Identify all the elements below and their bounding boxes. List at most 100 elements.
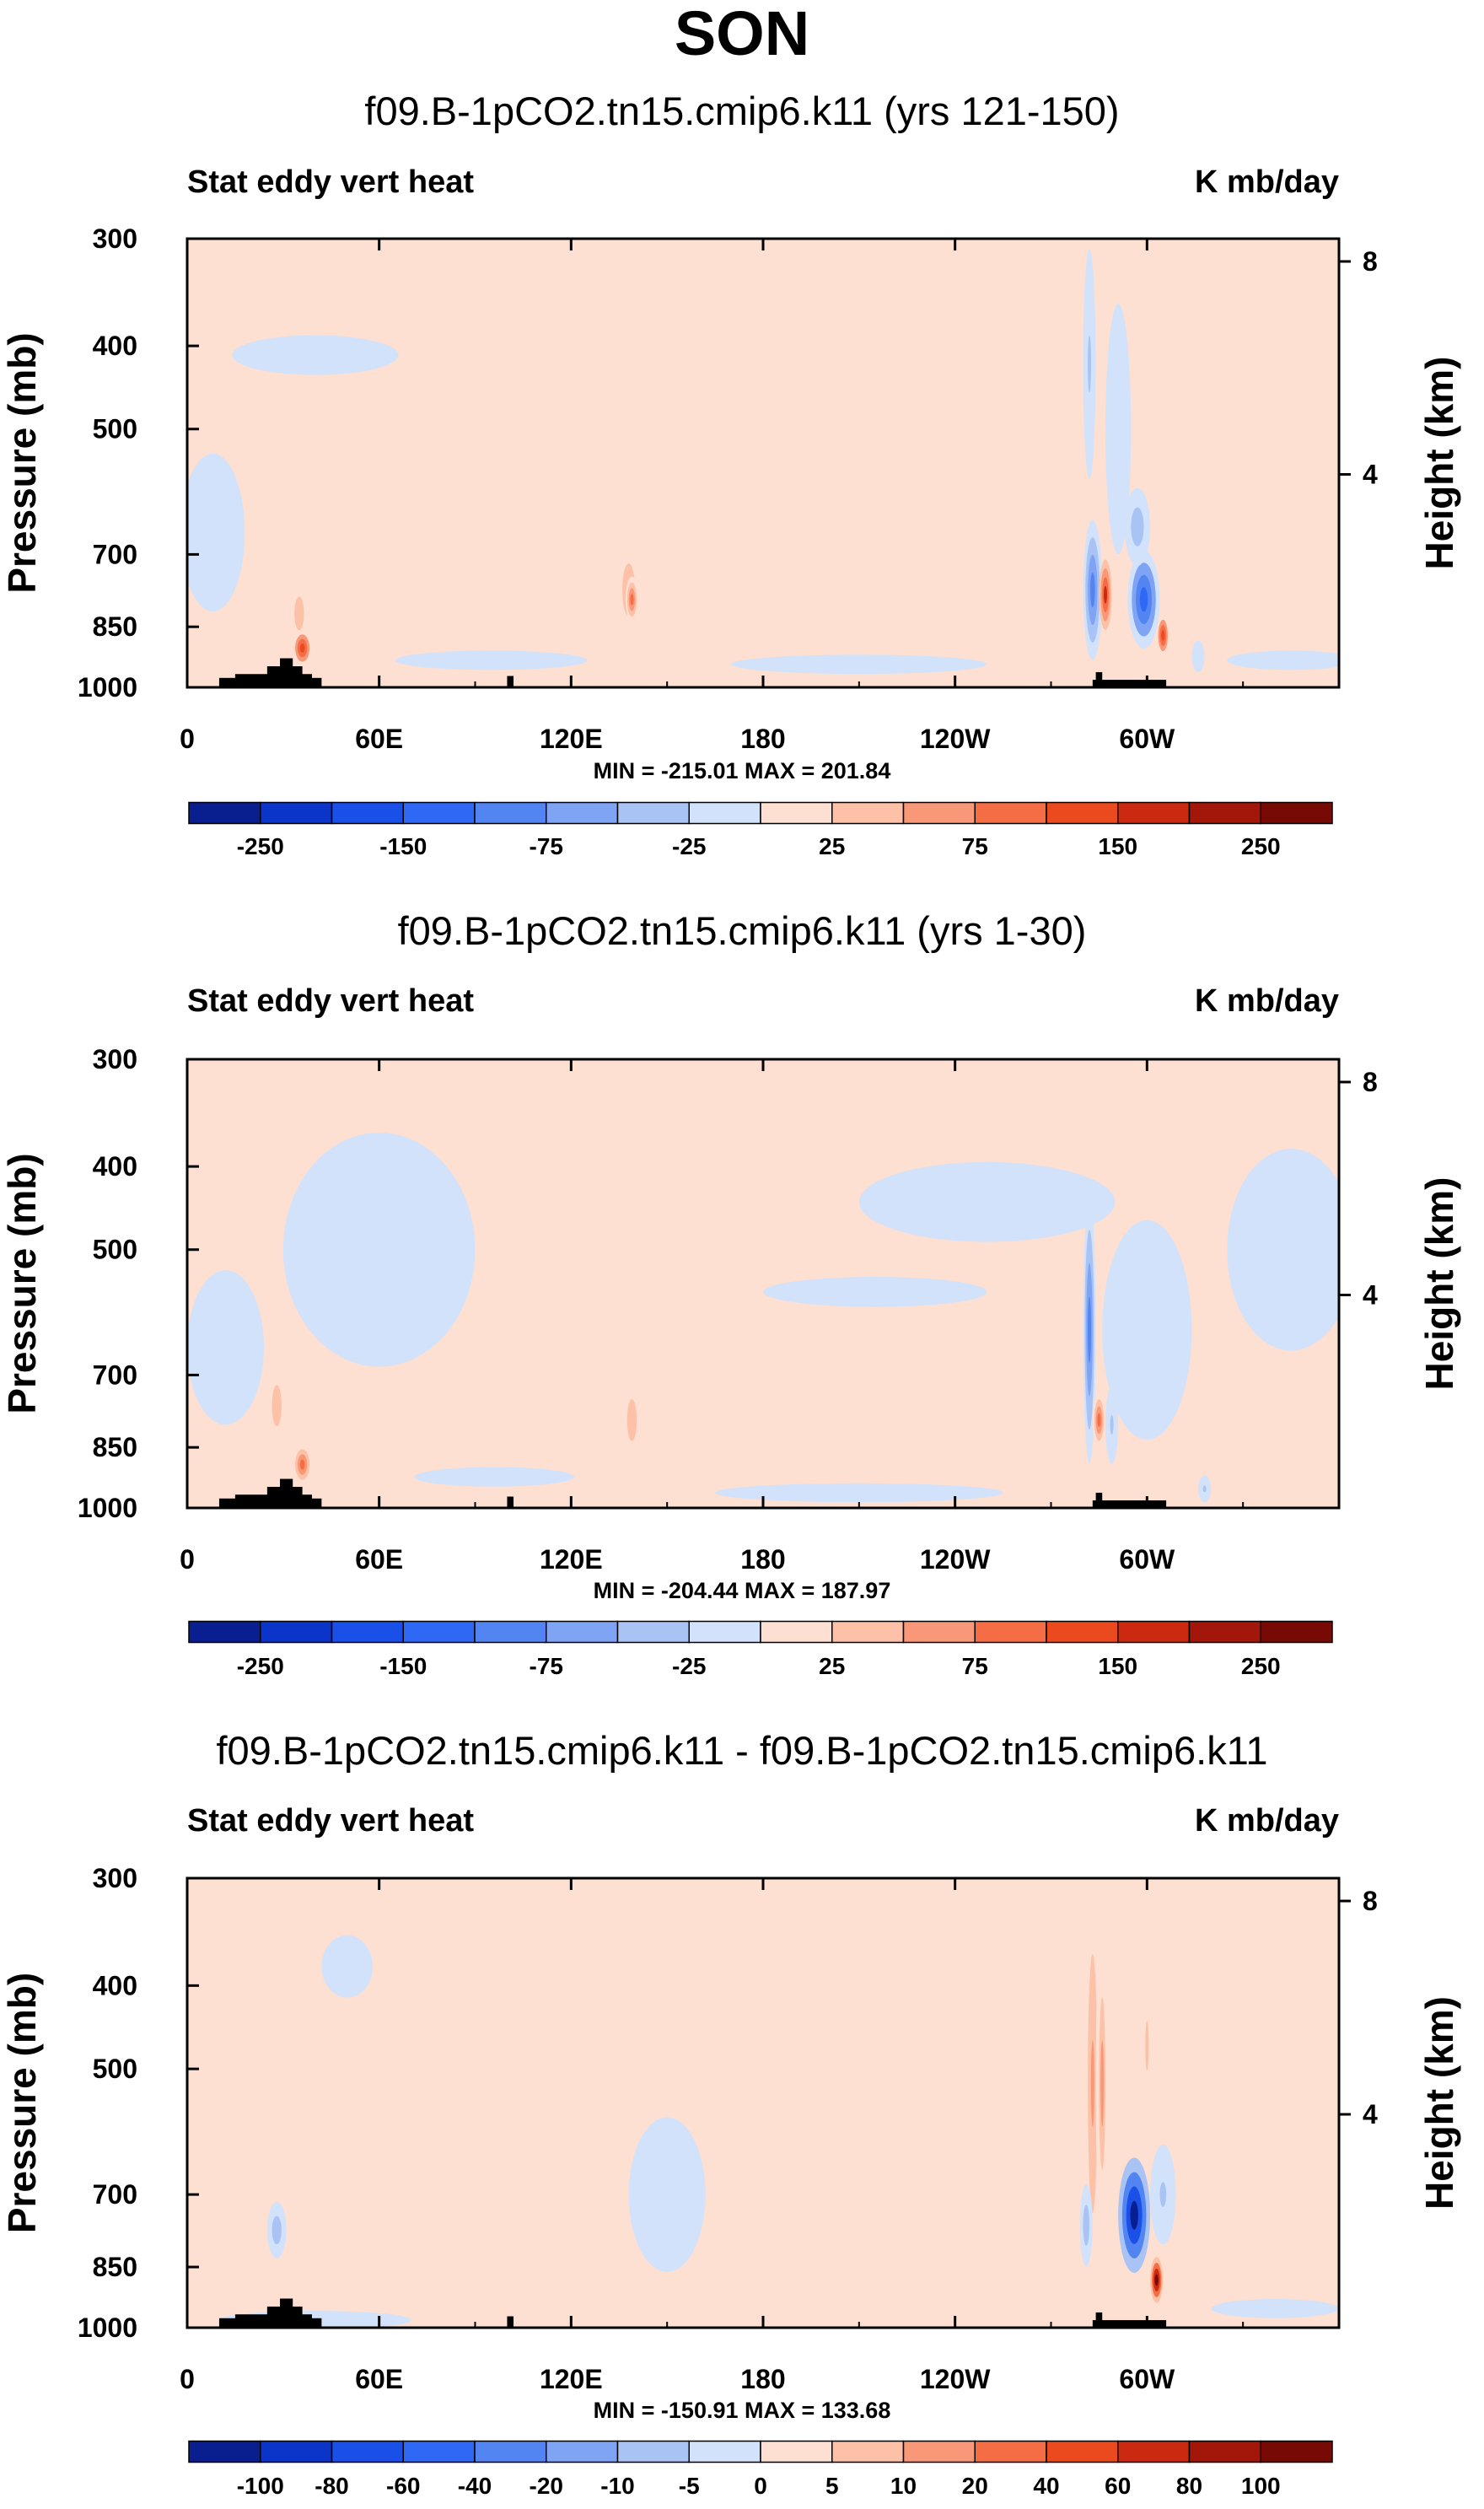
chart-3-colorbar-label-7: 0	[754, 2473, 767, 2499]
chart-1-colorbar-label-7: 250	[1241, 833, 1281, 859]
chart-1-feature-14-level-3	[826, 660, 891, 668]
chart-3-xtick-label-0: 0	[180, 2364, 195, 2394]
chart-1-colorbar-box-15	[1260, 801, 1333, 825]
chart-1-xtick-label-5: 60W	[1119, 724, 1175, 754]
chart-2-colorbar-label-0: -250	[237, 1653, 284, 1679]
chart-1-ytick-label-5: 1000	[78, 672, 137, 703]
chart-3-feature-10-level-3	[1130, 2200, 1138, 2230]
chart-3-ytick-label-2: 500	[93, 2054, 137, 2084]
chart-1-feature-10-level-3	[1161, 630, 1165, 641]
chart-2-colorbar-box-9	[831, 1620, 905, 1644]
chart-3-colorbar-box-11	[974, 2440, 1047, 2463]
chart-2-colorbar-box-3	[402, 1620, 476, 1644]
chart-1-feature-17-level-3	[204, 512, 221, 552]
chart-1-ylabel-right: Height (km)	[1417, 357, 1461, 570]
chart-1-topography-3	[280, 658, 293, 687]
chart-2-feature-5-level-3	[1110, 1414, 1114, 1435]
chart-1-xtick-label-0: 0	[180, 724, 195, 754]
chart-3-colorbar-label-10: 20	[962, 2473, 988, 2499]
chart-3-feature-7-level-3	[1090, 2040, 1094, 2127]
chart-3-topography-5	[1092, 2320, 1167, 2328]
chart-2-ylabel: Pressure (mb)	[0, 1153, 44, 1413]
chart-3-ytick-label-3: 700	[93, 2179, 137, 2210]
chart-2-feature-7-level-3	[355, 1220, 404, 1279]
chart-3-colorbar-box-2	[331, 2440, 404, 2463]
chart-3-colorbar-box-12	[1046, 2440, 1119, 2463]
chart-3-variable-label: Stat eddy vert heat	[187, 1803, 474, 1839]
chart-3-colorbar-box-14	[1188, 2440, 1261, 2463]
chart-2-stats: MIN = -204.44 MAX = 187.97	[594, 1578, 891, 1603]
chart-3-feature-9-level-3	[1084, 2215, 1089, 2236]
chart-3-feature-0-level-3	[275, 2041, 279, 2126]
chart-1-title: f09.B-1pCO2.tn15.cmip6.k11 (yrs 121-150)	[364, 89, 1119, 133]
chart-3-colorbar-box-8	[760, 2440, 833, 2463]
chart-2-field	[187, 1132, 1339, 1508]
chart-3-rtick-label-1: 4	[1363, 2099, 1378, 2129]
chart-1-feature-16-level-3	[1275, 656, 1308, 664]
chart-1-colorbar-box-0	[188, 801, 261, 825]
chart-3-feature-16-level-3	[1259, 2305, 1292, 2312]
chart-3-colorbar-label-6: -5	[679, 2473, 700, 2499]
chart-3-colorbar-box-13	[1117, 2440, 1191, 2463]
chart-1-feature-9-level-3	[1134, 517, 1141, 537]
chart-2-ytick-label-4: 850	[93, 1432, 137, 1462]
chart-3-units-label: K mb/day	[1195, 1803, 1339, 1839]
chart-1-feature-1-level-3	[630, 594, 634, 606]
chart-2-feature-0-level-3	[629, 1409, 635, 1431]
chart-2-rtick-label-1: 4	[1363, 1280, 1378, 1311]
chart-2: f09.B-1pCO2.tn15.cmip6.k11 (yrs 1-30) Sta…	[0, 908, 1461, 1679]
chart-3-colorbar-label-9: 10	[890, 2473, 917, 2499]
chart-2-title: f09.B-1pCO2.tn15.cmip6.k11 (yrs 1-30)	[398, 908, 1087, 953]
chart-2-feature-8-level-3	[216, 1327, 235, 1367]
chart-3-topography-3	[280, 2298, 293, 2328]
chart-1-variable-label: Stat eddy vert heat	[187, 164, 474, 200]
chart-1-ytick-label-4: 850	[93, 611, 137, 642]
chart-3-colorbar-label-13: 80	[1176, 2473, 1202, 2499]
chart-3-ylabel: Pressure (mb)	[0, 1973, 44, 2233]
chart-2-ytick-label-1: 400	[93, 1151, 137, 1182]
chart-1-xtick-label-4: 120W	[920, 724, 991, 754]
chart-1-xtick-label-1: 60E	[355, 724, 403, 754]
chart-2-feature-2-level-3	[299, 1459, 305, 1470]
chart-1-colorbar-box-3	[402, 801, 476, 825]
chart-1-colorbar-label-2: -75	[530, 833, 563, 859]
chart-2-colorbar-label-2: -75	[530, 1653, 563, 1679]
chart-1-colorbar-box-1	[260, 801, 333, 825]
chart-3-colorbar-box-3	[402, 2440, 476, 2463]
chart-1-feature-4-level-3	[575, 620, 579, 633]
chart-3-xtick-label-1: 60E	[355, 2364, 403, 2394]
chart-2-colorbar-box-5	[546, 1620, 619, 1644]
chart-1-colorbar-box-8	[760, 801, 833, 825]
chart-3-colorbar-label-1: -80	[315, 2473, 348, 2499]
chart-1-ytick-label-3: 700	[93, 539, 137, 569]
chart-3-colorbar-label-4: -20	[530, 2473, 563, 2499]
chart-1-colorbar-box-4	[474, 801, 547, 825]
chart-3-feature-1-level-3	[291, 2041, 295, 2126]
chart-3-stats: MIN = -150.91 MAX = 133.68	[594, 2398, 891, 2423]
chart-3-feature-11-level-3	[1154, 2274, 1159, 2286]
chart-3-ytick-label-1: 400	[93, 1970, 137, 2000]
chart-2-colorbar-box-2	[331, 1620, 404, 1644]
chart-2-colorbar-box-7	[688, 1620, 761, 1644]
chart-1-topography-6	[1095, 671, 1103, 687]
chart-3-colorbar-label-5: -10	[600, 2473, 634, 2499]
chart-1-ytick-label-1: 400	[93, 331, 137, 361]
chart-1-topography-5	[1092, 680, 1167, 687]
chart-3-xtick-label-2: 120E	[540, 2364, 603, 2394]
chart-1-feature-3-level-3	[299, 643, 305, 653]
chart-1-stats: MIN = -215.01 MAX = 201.84	[594, 758, 891, 783]
chart-2-xtick-label-5: 60W	[1119, 1544, 1175, 1575]
chart-3-colorbar-box-7	[688, 2440, 761, 2463]
chart-3-xtick-label-3: 180	[740, 2364, 785, 2394]
chart-2-feature-12-level-3	[823, 1489, 895, 1496]
chart-1-colorbar-box-14	[1188, 801, 1261, 825]
chart-2-colorbar-box-4	[474, 1620, 547, 1644]
chart-3-ytick-label-5: 1000	[78, 2312, 137, 2343]
chart-3-ylabel-right: Height (km)	[1417, 1996, 1461, 2210]
chart-2-feature-4-level-3	[1097, 1413, 1101, 1428]
chart-1-colorbar-box-12	[1046, 801, 1119, 825]
chart-3-rtick-label-0: 8	[1363, 1886, 1378, 1916]
chart-1-colorbar-box-6	[616, 801, 690, 825]
chart-3-feature-12-level-3	[1145, 2021, 1149, 2071]
